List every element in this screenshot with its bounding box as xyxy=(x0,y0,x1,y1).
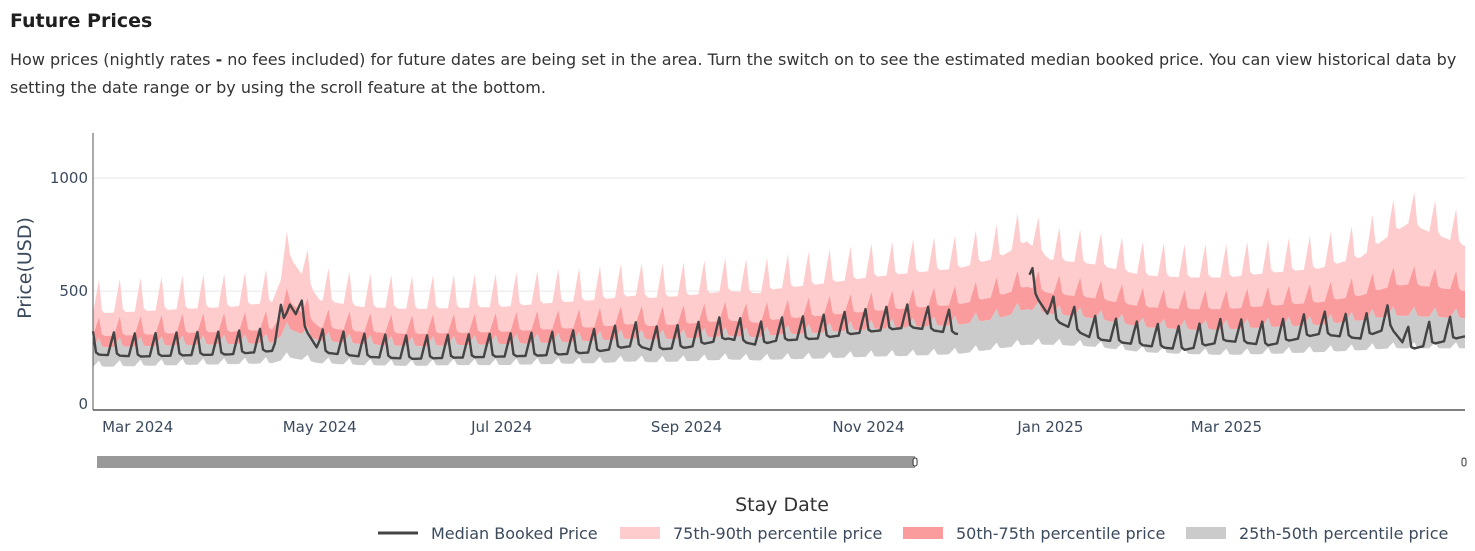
median-booked-price-line xyxy=(91,266,1466,360)
x-tick-label-5: Jan 2025 xyxy=(1016,418,1083,436)
x-tick-label-6: Mar 2025 xyxy=(1191,418,1262,436)
description-separator: - xyxy=(215,50,223,69)
percentile-bands xyxy=(93,192,1465,367)
band-75th-90th xyxy=(93,192,1465,337)
x-tick-label-4: Nov 2024 xyxy=(832,418,904,436)
band-25th-50th xyxy=(93,302,1465,367)
axes: 0 500 1000 Mar 2024 May 2024 Jul 2024 Sep 2024… xyxy=(50,133,1465,436)
x-axis-label: Stay Date xyxy=(735,494,829,516)
legend-item-median[interactable]: Median Booked Price xyxy=(378,524,598,543)
band-50th-75th xyxy=(93,266,1465,348)
legend-swatch-p25_50 xyxy=(1186,527,1226,539)
range-slider[interactable] xyxy=(97,456,1467,468)
page-description: How prices (nightly rates - no fees incl… xyxy=(10,46,1460,102)
legend-swatch-p75_90 xyxy=(620,527,660,539)
y-tick-label-1000: 1000 xyxy=(50,169,88,187)
slider-selected-range[interactable] xyxy=(97,456,916,468)
legend[interactable]: Median Booked Price 75th-90th percentile … xyxy=(378,524,1448,543)
x-tick-label-1: May 2024 xyxy=(283,418,357,436)
x-tick-label-0: Mar 2024 xyxy=(102,418,173,436)
legend-label-median: Median Booked Price xyxy=(431,524,598,543)
y-axis-label: Price(USD) xyxy=(14,217,36,319)
slider-end-handle[interactable] xyxy=(1461,457,1467,467)
page-title: Future Prices xyxy=(10,10,153,32)
legend-item-p25_50[interactable]: 25th-50th percentile price xyxy=(1186,524,1448,543)
legend-label-p75_90: 75th-90th percentile price xyxy=(673,524,882,543)
x-tick-label-2: Jul 2024 xyxy=(470,418,532,436)
description-text-1: How prices (nightly rates xyxy=(10,50,216,69)
slider-handle-right[interactable] xyxy=(912,457,918,467)
legend-label-p50_75: 50th-75th percentile price xyxy=(956,524,1165,543)
median-line-group xyxy=(91,266,1466,360)
legend-label-p25_50: 25th-50th percentile price xyxy=(1239,524,1448,543)
description-text-2: no fees included) for future dates are b… xyxy=(10,50,1457,97)
y-tick-label-0: 0 xyxy=(78,395,88,413)
legend-swatch-p50_75 xyxy=(903,527,943,539)
legend-item-p50_75[interactable]: 50th-75th percentile price xyxy=(903,524,1165,543)
y-tick-label-500: 500 xyxy=(59,282,88,300)
x-tick-label-3: Sep 2024 xyxy=(651,418,722,436)
legend-item-p75_90[interactable]: 75th-90th percentile price xyxy=(620,524,882,543)
